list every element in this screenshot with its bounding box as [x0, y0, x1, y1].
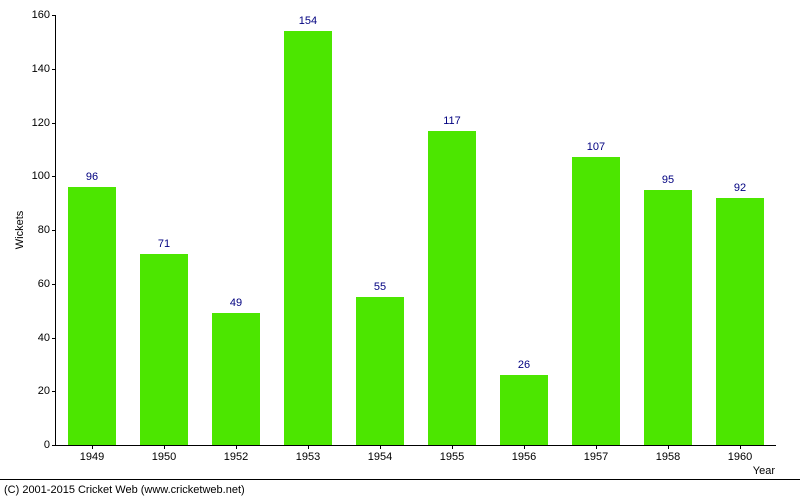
bar: 55 — [356, 297, 405, 445]
x-tick-label: 1950 — [152, 445, 176, 463]
y-tick-mark — [52, 69, 56, 70]
bar: 154 — [284, 31, 333, 445]
y-tick-mark — [52, 391, 56, 392]
bar-value-label: 117 — [443, 115, 461, 127]
y-tick-mark — [52, 230, 56, 231]
x-tick-label: 1949 — [80, 445, 104, 463]
bar: 92 — [716, 198, 765, 445]
footer-divider — [0, 479, 800, 480]
footer-text: (C) 2001-2015 Cricket Web (www.cricketwe… — [4, 484, 245, 496]
bar: 96 — [68, 187, 117, 445]
x-tick-label: 1953 — [296, 445, 320, 463]
y-tick-mark — [52, 123, 56, 124]
bar: 26 — [500, 375, 549, 445]
bar-value-label: 71 — [158, 238, 170, 250]
bar-value-label: 49 — [230, 297, 242, 309]
bar-value-label: 55 — [374, 281, 386, 293]
x-tick-label: 1954 — [368, 445, 392, 463]
x-tick-label: 1958 — [656, 445, 680, 463]
x-tick-label: 1955 — [440, 445, 464, 463]
y-tick-mark — [52, 15, 56, 16]
x-axis-title: Year — [753, 465, 775, 477]
bar: 95 — [644, 190, 693, 445]
bar: 117 — [428, 131, 477, 445]
x-tick-label: 1957 — [584, 445, 608, 463]
bar-value-label: 92 — [734, 182, 746, 194]
chart-container: 0204060801001201401609619497119504919521… — [0, 0, 800, 500]
y-tick-mark — [52, 176, 56, 177]
bar-value-label: 26 — [518, 359, 530, 371]
bar: 71 — [140, 254, 189, 445]
bar-value-label: 96 — [86, 171, 98, 183]
x-tick-label: 1952 — [224, 445, 248, 463]
y-tick-mark — [52, 445, 56, 446]
y-axis-title: Wickets — [14, 211, 26, 250]
bar-value-label: 95 — [662, 174, 674, 186]
bar: 107 — [572, 157, 621, 445]
x-tick-label: 1956 — [512, 445, 536, 463]
bar-value-label: 154 — [299, 15, 317, 27]
x-tick-label: 1960 — [728, 445, 752, 463]
bar: 49 — [212, 313, 261, 445]
y-tick-mark — [52, 284, 56, 285]
bar-value-label: 107 — [587, 141, 605, 153]
y-tick-mark — [52, 338, 56, 339]
plot-area: 0204060801001201401609619497119504919521… — [55, 15, 776, 446]
